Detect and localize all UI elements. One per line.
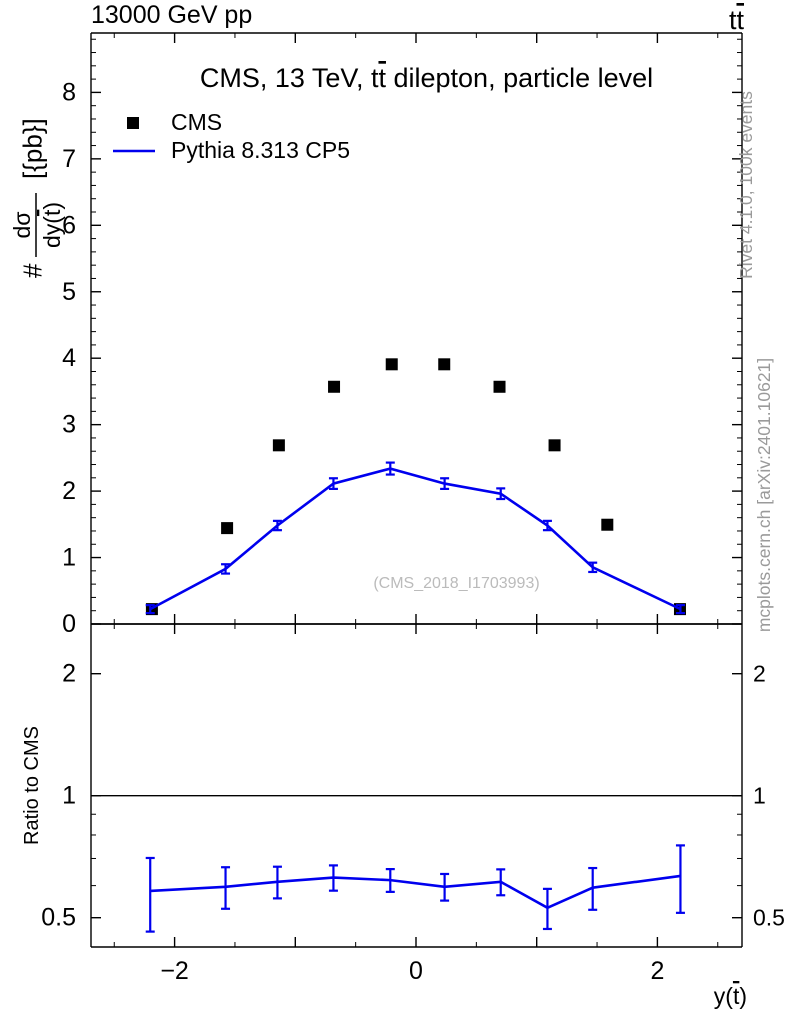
svg-text:0: 0 [409,957,423,985]
svg-text:2: 2 [62,660,76,688]
svg-text:#: # [18,263,48,278]
svg-text:[{pb}]: [{pb}] [18,118,48,179]
svg-text:3: 3 [62,411,76,439]
svg-text:2: 2 [62,477,76,505]
svg-text:(CMS_2018_I1703993): (CMS_2018_I1703993) [373,575,539,592]
svg-text:y(t): y(t) [714,983,747,1009]
svg-text:1: 1 [62,544,76,572]
svg-text:−2: −2 [160,957,189,985]
svg-text:0.5: 0.5 [41,904,76,932]
svg-text:1: 1 [62,782,76,810]
svg-text:dσ: dσ [9,212,35,239]
svg-text:mcplots.cern.ch [arXiv:2401.10: mcplots.cern.ch [arXiv:2401.10621] [754,358,774,632]
svg-text:Ratio to CMS: Ratio to CMS [21,726,43,845]
svg-text:0: 0 [62,610,76,638]
svg-text:1: 1 [753,783,766,809]
svg-text:5: 5 [62,278,76,306]
svg-text:4: 4 [62,344,76,372]
svg-text:13000 GeV pp: 13000 GeV pp [91,1,252,29]
svg-text:0.5: 0.5 [753,905,785,931]
svg-text:2: 2 [753,661,766,687]
svg-text:Rivet 4.1.0, 100k events: Rivet 4.1.0, 100k events [736,91,756,279]
svg-text:tt: tt [729,5,745,35]
svg-text:8: 8 [62,78,76,106]
svg-text:Pythia 8.313 CP5: Pythia 8.313 CP5 [171,137,350,163]
svg-text:dy(t): dy(t) [39,202,65,248]
svg-text:CMS: CMS [171,109,222,135]
svg-text:2: 2 [650,957,664,985]
svg-text:CMS, 13 TeV, tt dilepton, part: CMS, 13 TeV, tt dilepton, particle level [200,63,653,93]
svg-text:7: 7 [62,145,76,173]
